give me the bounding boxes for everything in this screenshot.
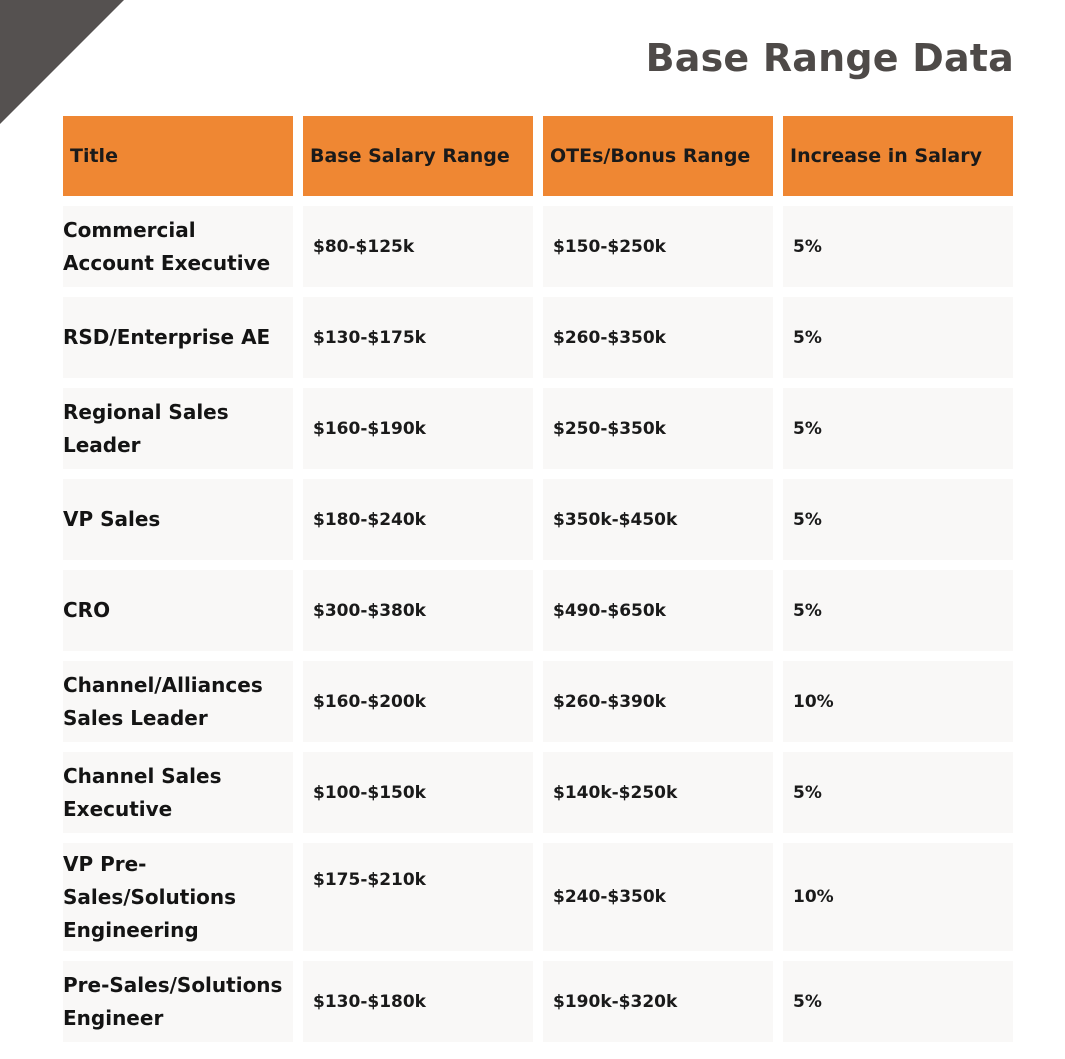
- cell-base-salary: $300-$380k: [303, 570, 533, 651]
- page-title: Base Range Data: [645, 36, 1014, 80]
- table-row: Pre-Sales/Solutions Engineer $130-$180k …: [63, 961, 1015, 1042]
- cell-base-salary: $100-$150k: [303, 752, 533, 833]
- cell-increase: 5%: [783, 961, 1013, 1042]
- cell-increase: 5%: [783, 479, 1013, 560]
- table-row: Commercial Account Executive $80-$125k $…: [63, 206, 1015, 287]
- cell-base-salary: $175-$210k: [303, 843, 533, 951]
- header-base-salary-range: Base Salary Range: [303, 116, 533, 196]
- header-otes-bonus-range: OTEs/Bonus Range: [543, 116, 773, 196]
- cell-base-salary: $160-$190k: [303, 388, 533, 469]
- cell-increase: 10%: [783, 843, 1013, 951]
- table-row: CRO $300-$380k $490-$650k 5%: [63, 570, 1015, 651]
- table-row: Regional Sales Leader $160-$190k $250-$3…: [63, 388, 1015, 469]
- header-title: Title: [63, 116, 293, 196]
- table-header-row: Title Base Salary Range OTEs/Bonus Range…: [63, 116, 1015, 196]
- salary-table: Title Base Salary Range OTEs/Bonus Range…: [63, 116, 1015, 1052]
- table-row: VP Pre-Sales/Solutions Engineering $175-…: [63, 843, 1015, 951]
- corner-decoration: [0, 0, 124, 124]
- table-row: Channel Sales Executive $100-$150k $140k…: [63, 752, 1015, 833]
- cell-base-salary: $130-$180k: [303, 961, 533, 1042]
- cell-title: VP Sales: [63, 479, 293, 560]
- cell-increase: 5%: [783, 752, 1013, 833]
- cell-base-salary: $160-$200k: [303, 661, 533, 742]
- cell-title: CRO: [63, 570, 293, 651]
- cell-base-salary: $180-$240k: [303, 479, 533, 560]
- cell-title: VP Pre-Sales/Solutions Engineering: [63, 843, 293, 951]
- cell-ote-bonus: $140k-$250k: [543, 752, 773, 833]
- cell-title: Channel Sales Executive: [63, 752, 293, 833]
- cell-ote-bonus: $260-$350k: [543, 297, 773, 378]
- cell-ote-bonus: $250-$350k: [543, 388, 773, 469]
- cell-ote-bonus: $190k-$320k: [543, 961, 773, 1042]
- cell-title: Channel/Alliances Sales Leader: [63, 661, 293, 742]
- cell-title: Pre-Sales/Solutions Engineer: [63, 961, 293, 1042]
- header-increase-in-salary: Increase in Salary: [783, 116, 1013, 196]
- cell-ote-bonus: $490-$650k: [543, 570, 773, 651]
- cell-increase: 5%: [783, 297, 1013, 378]
- cell-increase: 5%: [783, 388, 1013, 469]
- cell-title: Regional Sales Leader: [63, 388, 293, 469]
- cell-increase: 10%: [783, 661, 1013, 742]
- cell-base-salary: $130-$175k: [303, 297, 533, 378]
- cell-title: Commercial Account Executive: [63, 206, 293, 287]
- cell-base-salary: $80-$125k: [303, 206, 533, 287]
- cell-ote-bonus: $350k-$450k: [543, 479, 773, 560]
- table-row: Channel/Alliances Sales Leader $160-$200…: [63, 661, 1015, 742]
- cell-ote-bonus: $240-$350k: [543, 843, 773, 951]
- cell-ote-bonus: $260-$390k: [543, 661, 773, 742]
- cell-ote-bonus: $150-$250k: [543, 206, 773, 287]
- cell-title: RSD/Enterprise AE: [63, 297, 293, 378]
- cell-increase: 5%: [783, 206, 1013, 287]
- cell-increase: 5%: [783, 570, 1013, 651]
- table-row: RSD/Enterprise AE $130-$175k $260-$350k …: [63, 297, 1015, 378]
- table-row: VP Sales $180-$240k $350k-$450k 5%: [63, 479, 1015, 560]
